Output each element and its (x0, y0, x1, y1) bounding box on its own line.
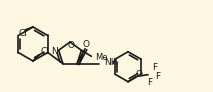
Text: Me: Me (95, 53, 108, 62)
Text: O: O (135, 70, 142, 79)
Text: NH: NH (104, 58, 118, 67)
Text: F: F (155, 72, 161, 81)
Text: O: O (83, 40, 89, 49)
Text: N: N (51, 47, 58, 56)
Text: O: O (68, 41, 75, 51)
Text: F: F (153, 63, 158, 72)
Text: Cl: Cl (19, 29, 28, 38)
Text: F: F (147, 78, 153, 87)
Text: Cl: Cl (41, 46, 50, 55)
